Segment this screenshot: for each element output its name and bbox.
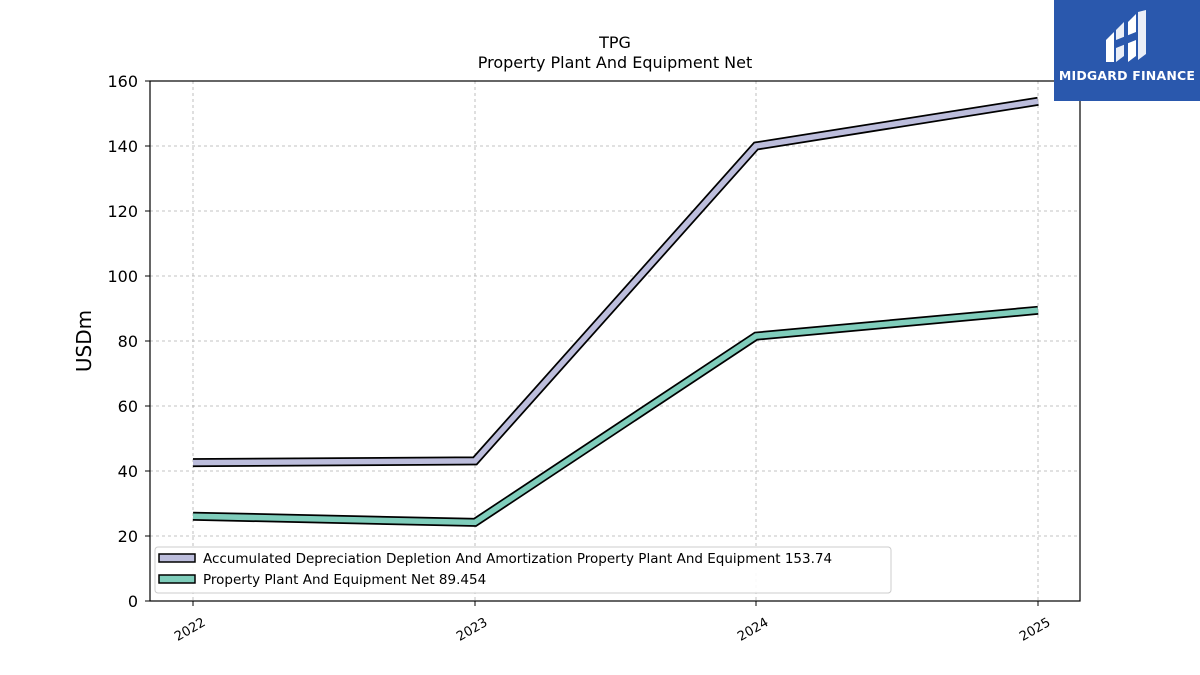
chart-title: TPG bbox=[598, 33, 631, 52]
x-axis-ticks: 2022 2023 2024 2025 bbox=[172, 601, 1053, 645]
y-tick-label: 20 bbox=[118, 527, 138, 546]
legend-swatch bbox=[158, 574, 196, 584]
brand-name: MIDGARD FINANCE bbox=[1058, 68, 1196, 83]
y-tick-label: 120 bbox=[107, 202, 138, 221]
y-tick-label: 140 bbox=[107, 137, 138, 156]
legend-swatch bbox=[158, 553, 196, 563]
brand-logo: MIDGARD FINANCE bbox=[1054, 0, 1200, 101]
x-tick-label: 2025 bbox=[1017, 615, 1053, 645]
series-line bbox=[192, 307, 1039, 526]
grid bbox=[150, 81, 1080, 601]
x-tick-label: 2023 bbox=[454, 615, 490, 645]
x-tick-label: 2022 bbox=[172, 615, 208, 645]
chart-subtitle: Property Plant And Equipment Net bbox=[478, 53, 753, 72]
midgard-logo-icon bbox=[1106, 10, 1146, 62]
y-tick-label: 80 bbox=[118, 332, 138, 351]
y-tick-label: 160 bbox=[107, 72, 138, 91]
y-tick-label: 0 bbox=[128, 592, 138, 611]
y-tick-label: 100 bbox=[107, 267, 138, 286]
series-line-outline bbox=[192, 305, 1039, 527]
y-axis-label: USDm bbox=[72, 310, 96, 372]
y-tick-label: 60 bbox=[118, 397, 138, 416]
series-line-outline bbox=[192, 96, 1039, 468]
series-line bbox=[192, 98, 1039, 466]
legend-box bbox=[154, 546, 892, 594]
legend-label: Property Plant And Equipment Net 89.454 bbox=[203, 572, 486, 588]
legend-label: Accumulated Depreciation Depletion And A… bbox=[203, 551, 832, 567]
y-axis-ticks: 0 20 40 60 80 100 120 140 160 bbox=[107, 72, 150, 611]
x-tick-label: 2024 bbox=[735, 615, 771, 645]
y-tick-label: 40 bbox=[118, 462, 138, 481]
legend: Accumulated Depreciation Depletion And A… bbox=[154, 546, 892, 594]
series-lines bbox=[192, 96, 1039, 527]
